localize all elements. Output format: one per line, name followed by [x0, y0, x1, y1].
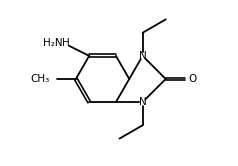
Text: O: O — [188, 74, 196, 84]
Text: N: N — [139, 97, 146, 107]
Text: CH₃: CH₃ — [30, 74, 49, 84]
Text: H: H — [63, 38, 70, 47]
Text: H₂N: H₂N — [43, 38, 63, 47]
Text: N: N — [139, 51, 146, 61]
